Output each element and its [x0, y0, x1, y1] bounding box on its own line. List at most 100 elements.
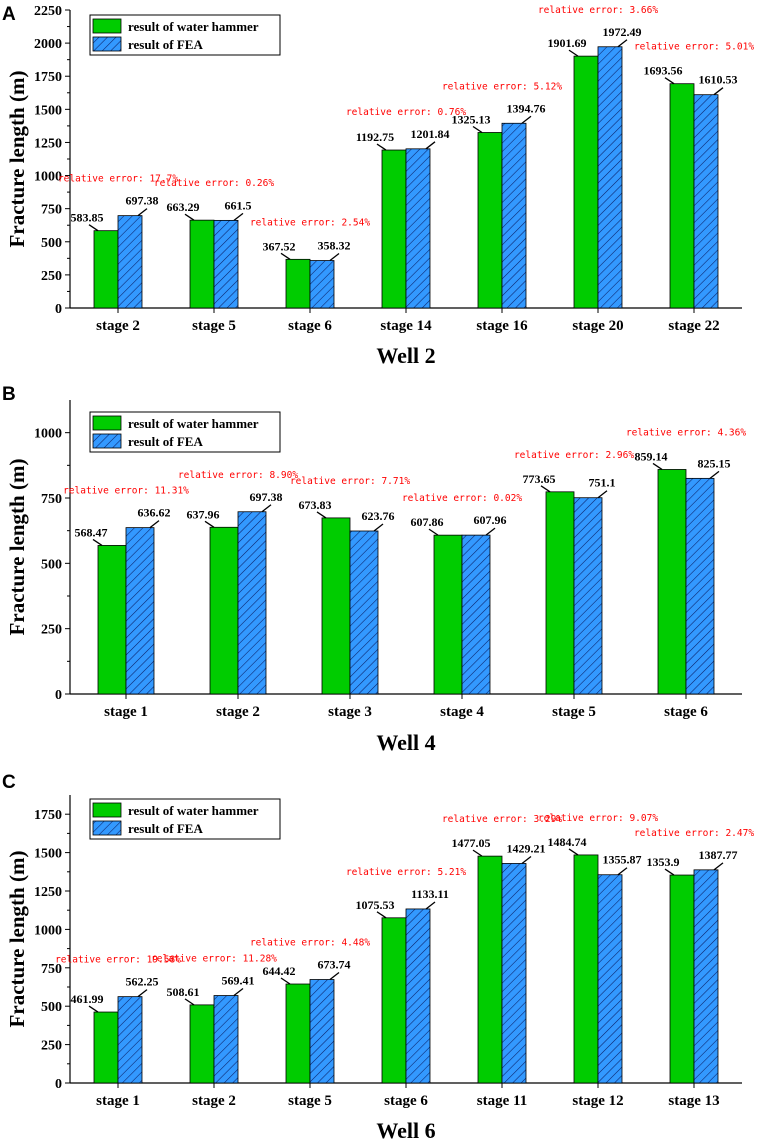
value-label-fea: 697.38 [126, 194, 159, 208]
value-leader [88, 224, 99, 232]
y-tick-label: 500 [41, 1000, 62, 1015]
value-label-water-hammer: 1901.69 [548, 36, 587, 50]
panel-letter: B [2, 384, 16, 405]
y-tick-label: 250 [41, 623, 62, 638]
y-tick-label: 250 [41, 269, 62, 284]
value-label-fea: 751.1 [589, 476, 616, 490]
bar-fea [309, 979, 335, 1084]
value-label-fea: 1133.11 [411, 887, 449, 901]
value-label-fea: 1387.77 [699, 848, 738, 862]
legend-box [89, 798, 281, 840]
bar-water-hammer [285, 983, 311, 1084]
legend: result of water hammer result of FEA [89, 411, 281, 453]
x-tick-label: stage 2 [96, 318, 140, 334]
bar-fea [461, 534, 491, 695]
legend-label-fea: result of FEA [128, 821, 203, 836]
legend-label-water-hammer: result of water hammer [128, 803, 259, 818]
value-leader [88, 1005, 99, 1013]
value-leader [713, 87, 724, 96]
legend-swatch-water-hammer [92, 802, 122, 818]
x-axis-title: Well 6 [376, 1118, 435, 1142]
x-tick-label: stage 12 [572, 1093, 623, 1109]
bar-water-hammer [573, 854, 599, 1084]
legend-label-fea: result of FEA [128, 434, 203, 449]
bar-water-hammer [573, 55, 599, 309]
value-label-fea: 1429.21 [507, 841, 546, 855]
value-label-water-hammer: 583.85 [71, 211, 104, 225]
value-label-water-hammer: 673.83 [299, 498, 332, 512]
bar-water-hammer [189, 219, 215, 309]
y-tick-label: 250 [41, 1039, 62, 1054]
bar-water-hammer [381, 917, 407, 1084]
bar-fea [213, 219, 239, 309]
legend-label-fea: result of FEA [128, 37, 203, 52]
relative-error-label: relative error: 5.21% [346, 867, 466, 878]
relative-error-label: relative error: 11.31% [63, 486, 189, 497]
bar-fea [597, 874, 623, 1084]
bar-water-hammer [381, 149, 407, 309]
value-leader [149, 520, 160, 529]
y-tick-label: 1000 [34, 427, 62, 442]
relative-error-label: relative error: 3.66% [538, 5, 658, 16]
value-leader [233, 988, 244, 997]
value-label-fea: 569.41 [222, 974, 255, 988]
relative-error-label: relative error: 2.54% [250, 217, 370, 228]
bar-fea [693, 869, 719, 1084]
relative-error-label: relative error: 8.90% [178, 470, 298, 481]
y-axis-title: Fracture length (m) [5, 459, 29, 636]
bar-water-hammer [477, 855, 503, 1084]
y-tick-label: 1500 [34, 103, 62, 118]
bar-water-hammer [545, 491, 575, 695]
y-tick-label: 1000 [34, 923, 62, 938]
relative-error-label: relative error: 3.29% [442, 814, 562, 825]
x-tick-label: stage 16 [476, 318, 528, 334]
value-label-water-hammer: 367.52 [263, 239, 296, 253]
bar-fea [501, 863, 527, 1084]
value-leader [233, 212, 244, 221]
bar-fea [685, 477, 715, 695]
value-label-fea: 1394.76 [507, 101, 546, 115]
value-leader [428, 528, 439, 536]
relative-error-label: relative error: 9.07% [538, 813, 658, 824]
relative-error-label: relative error: 4.36% [626, 427, 746, 438]
x-tick-label: stage 6 [288, 318, 332, 334]
x-tick-label: stage 4 [440, 704, 484, 720]
bar-water-hammer [93, 230, 119, 309]
value-label-fea: 636.62 [138, 506, 171, 520]
value-label-water-hammer: 1075.53 [356, 898, 395, 912]
bar-fea [213, 995, 239, 1084]
y-tick-label: 500 [41, 236, 62, 251]
value-leader [568, 49, 579, 57]
x-tick-label: stage 3 [328, 704, 372, 720]
value-label-fea: 1201.84 [411, 127, 450, 141]
panel-b: B 0 250 500 750 1000 Fracture length (m) Well 4… [2, 384, 746, 755]
x-axis-title: Well 4 [376, 730, 435, 755]
value-label-water-hammer: 1353.9 [647, 855, 680, 869]
relative-error-label: relative error: 0.26% [154, 178, 274, 189]
value-label-water-hammer: 637.96 [187, 507, 220, 521]
y-tick-label: 1000 [34, 170, 62, 185]
value-leader [184, 998, 195, 1006]
y-tick-label: 1750 [34, 808, 62, 823]
bar-water-hammer [97, 545, 127, 695]
value-leader [472, 125, 483, 134]
relative-error-label: relative error: 17.7% [58, 174, 178, 185]
bar-water-hammer [189, 1004, 215, 1084]
relative-error-label: relative error: 5.12% [442, 81, 562, 92]
panel-letter: C [2, 772, 16, 793]
relative-error-label: relative error: 0.76% [346, 107, 466, 118]
y-tick-label: 1250 [34, 885, 62, 900]
value-label-fea: 562.25 [126, 975, 159, 989]
legend-swatch-fea [92, 433, 122, 449]
value-leader [376, 143, 387, 151]
panel-letter: A [2, 4, 16, 25]
bar-water-hammer [657, 469, 687, 695]
bar-fea [573, 497, 603, 695]
value-leader [521, 115, 532, 124]
bar-fea [501, 122, 527, 309]
y-tick-label: 750 [41, 203, 62, 218]
y-tick-label: 0 [55, 1077, 62, 1092]
value-leader [376, 911, 387, 919]
value-leader [316, 511, 327, 519]
bar-fea [597, 46, 623, 309]
